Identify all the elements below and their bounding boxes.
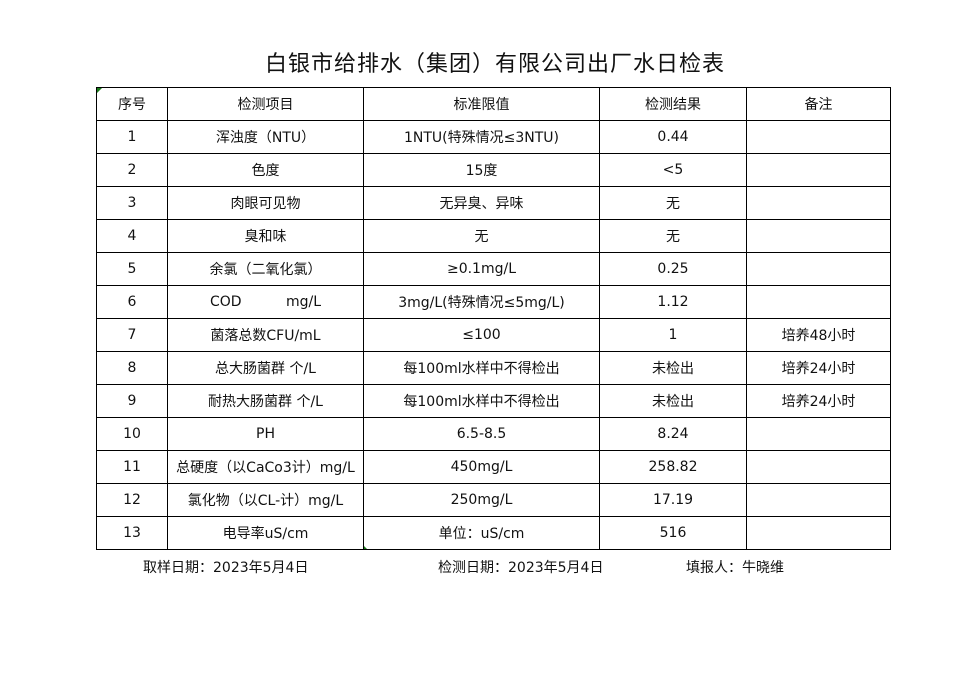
header-row: 序号 检测项目 标准限值 检测结果 备注 xyxy=(96,87,891,121)
note-cell xyxy=(746,417,891,451)
table-row: 10 PH 6.5-8.5 8.24 xyxy=(96,417,891,451)
standard-cell: 15度 xyxy=(363,153,600,187)
item-cell: PH xyxy=(167,417,364,451)
table-row: 11 总硬度（以CaCo3计）mg/L 450mg/L 258.82 xyxy=(96,450,891,484)
result-cell: 1 xyxy=(599,318,747,352)
note-cell xyxy=(746,285,891,319)
item-cell: 浑浊度（NTU） xyxy=(167,120,364,154)
seq-cell: 8 xyxy=(96,351,168,385)
note-cell xyxy=(746,186,891,220)
standard-cell: 无异臭、异味 xyxy=(363,186,600,220)
result-cell: 17.19 xyxy=(599,483,747,517)
standard-cell: 450mg/L xyxy=(363,450,600,484)
table-row: 13 电导率uS/cm 单位：uS/cm 516 xyxy=(96,516,891,550)
item-cell: 电导率uS/cm xyxy=(167,516,364,550)
item-cell: 总硬度（以CaCo3计）mg/L xyxy=(167,450,364,484)
standard-cell: 250mg/L xyxy=(363,483,600,517)
standard-cell: 无 xyxy=(363,219,600,253)
item-cell: 氯化物（以CL-计）mg/L xyxy=(167,483,364,517)
seq-cell: 13 xyxy=(96,516,168,550)
result-cell: 258.82 xyxy=(599,450,747,484)
standard-cell: 单位：uS/cm xyxy=(363,516,600,550)
item-cell: 余氯（二氧化氯） xyxy=(167,252,364,286)
note-cell xyxy=(746,516,891,550)
seq-cell: 3 xyxy=(96,186,168,220)
seq-cell: 4 xyxy=(96,219,168,253)
table-row: 4 臭和味无无 xyxy=(96,219,891,253)
table-row: 1 浑浊度（NTU） 1NTU(特殊情况≤3NTU) 0.44 xyxy=(96,120,891,154)
standard-cell: 6.5-8.5 xyxy=(363,417,600,451)
result-cell: 未检出 xyxy=(599,351,747,385)
result-cell: 516 xyxy=(599,516,747,550)
item-cell: 色度 xyxy=(167,153,364,187)
result-cell: 0.25 xyxy=(599,252,747,286)
item-cell: 检测项目 xyxy=(167,87,364,121)
seq-cell: 2 xyxy=(96,153,168,187)
note-cell: 备注 xyxy=(746,87,891,121)
note-cell xyxy=(746,219,891,253)
note-cell xyxy=(746,450,891,484)
document-title: 白银市给排水（集团）有限公司出厂水日检表 xyxy=(264,52,725,77)
item-cell: 总大肠菌群 个/L xyxy=(167,351,364,385)
test-date: 检测日期：2023年5月4日 xyxy=(438,560,604,576)
item-cell: 肉眼可见物 xyxy=(167,186,364,220)
table-row: 8 总大肠菌群 个/L 每100ml水样中不得检出 未检出 培养24小时 xyxy=(96,351,891,385)
result-cell: <5 xyxy=(599,153,747,187)
table-row: 12 氯化物（以CL-计）mg/L 250mg/L 17.19 xyxy=(96,483,891,517)
result-cell: 8.24 xyxy=(599,417,747,451)
table-row: 2 色度 15度 <5 xyxy=(96,153,891,187)
standard-cell: 每100ml水样中不得检出 xyxy=(363,384,600,418)
standard-cell: ≥0.1mg/L xyxy=(363,252,600,286)
result-cell: 0.44 xyxy=(599,120,747,154)
result-cell: 检测结果 xyxy=(599,87,747,121)
table-row: 3 肉眼可见物 无异臭、异味无 xyxy=(96,186,891,220)
seq-cell: 1 xyxy=(96,120,168,154)
note-cell: 培养24小时 xyxy=(746,384,891,418)
note-cell xyxy=(746,120,891,154)
result-cell: 无 xyxy=(599,219,747,253)
table-row: 7 菌落总数CFU/mL ≤100 1 培养48小时 xyxy=(96,318,891,352)
seq-cell: 序号 xyxy=(96,87,168,121)
note-cell xyxy=(746,252,891,286)
note-cell: 培养24小时 xyxy=(746,351,891,385)
sampling-date: 取样日期：2023年5月4日 xyxy=(143,560,309,576)
seq-cell: 12 xyxy=(96,483,168,517)
note-cell xyxy=(746,483,891,517)
standard-cell: 每100ml水样中不得检出 xyxy=(363,351,600,385)
reporter: 填报人：牛晓维 xyxy=(686,560,784,576)
item-cell: 臭和味 xyxy=(167,219,364,253)
result-cell: 未检出 xyxy=(599,384,747,418)
seq-cell: 7 xyxy=(96,318,168,352)
standard-cell: 1NTU(特殊情况≤3NTU) xyxy=(363,120,600,154)
standard-cell: ≤100 xyxy=(363,318,600,352)
seq-cell: 9 xyxy=(96,384,168,418)
inspection-table: 序号 检测项目 标准限值 检测结果 备注 1 浑浊度（NTU） 1NTU(特殊情况≤3NTU)… xyxy=(96,87,891,550)
seq-cell: 6 xyxy=(96,285,168,319)
standard-cell: 3mg/L(特殊情况≤5mg/L) xyxy=(363,285,600,319)
table-row: 9 耐热大肠菌群 个/L 每100ml水样中不得检出 未检出 培养24小时 xyxy=(96,384,891,418)
table-row: 6 COD mg/L 3mg/L(特殊情况≤5mg/L) 1.12 xyxy=(96,285,891,319)
item-cell: COD mg/L xyxy=(167,285,364,319)
item-cell: 耐热大肠菌群 个/L xyxy=(167,384,364,418)
table-row: 5 余氯（二氧化氯） ≥0.1mg/L 0.25 xyxy=(96,252,891,286)
seq-cell: 11 xyxy=(96,450,168,484)
note-cell: 培养48小时 xyxy=(746,318,891,352)
standard-cell: 标准限值 xyxy=(363,87,600,121)
note-cell xyxy=(746,153,891,187)
result-cell: 无 xyxy=(599,186,747,220)
item-cell: 菌落总数CFU/mL xyxy=(167,318,364,352)
seq-cell: 10 xyxy=(96,417,168,451)
result-cell: 1.12 xyxy=(599,285,747,319)
seq-cell: 5 xyxy=(96,252,168,286)
